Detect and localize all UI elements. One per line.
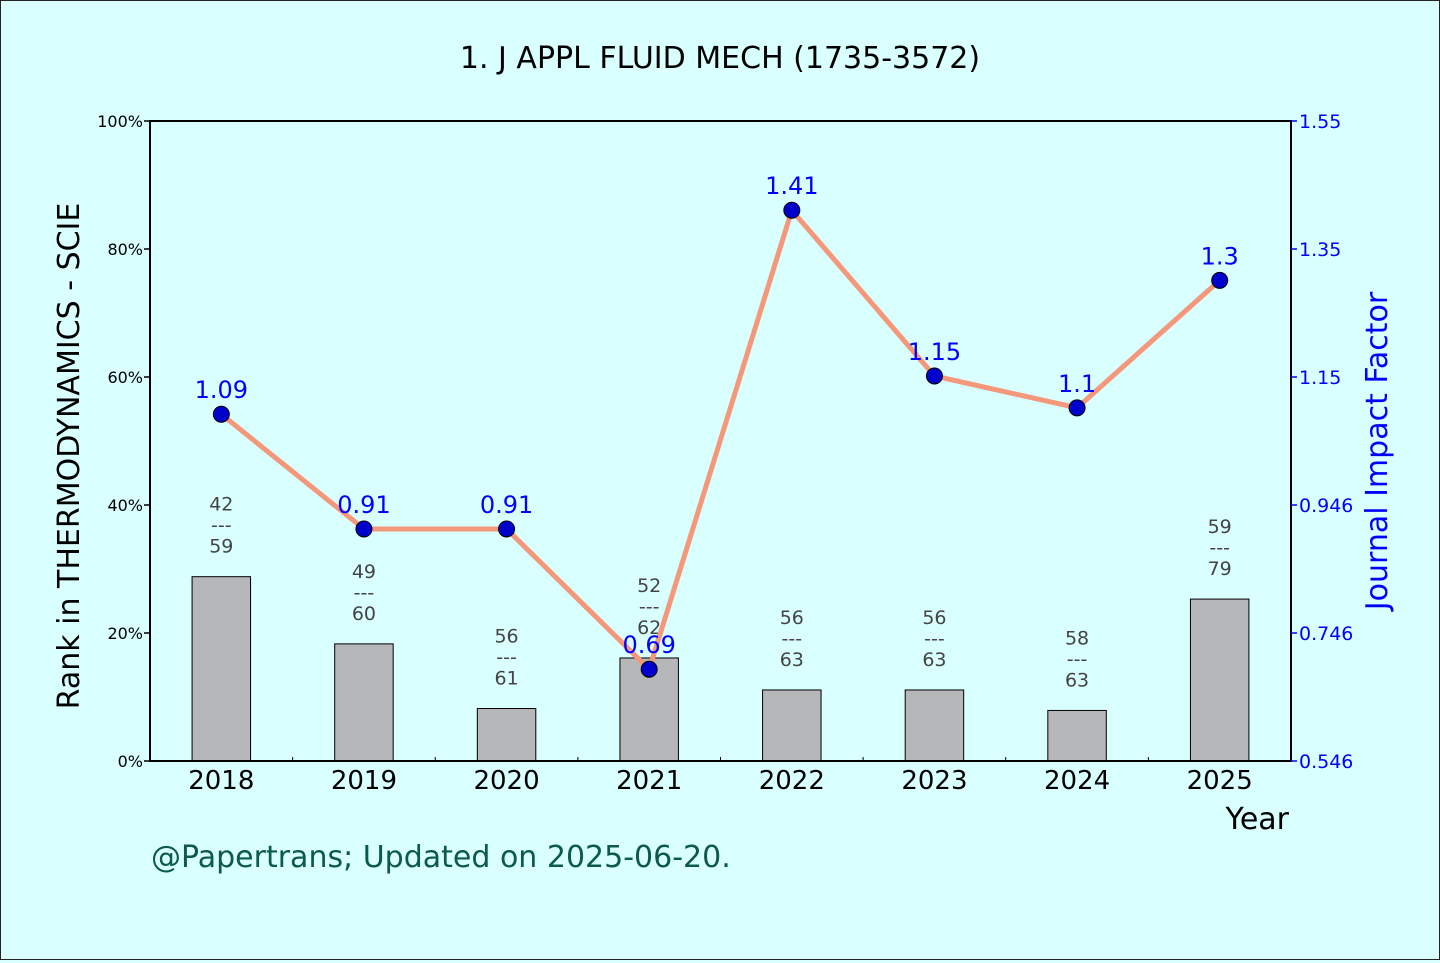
jif-label-2021: 0.69 [622, 631, 675, 659]
rank-total-2025: 79 [1208, 558, 1232, 580]
y-tick-label-0: 0% [118, 752, 143, 771]
y-tick-label-4: 80% [107, 240, 143, 259]
rank-bar-2022 [762, 689, 822, 762]
y-tick-label-5: 100% [97, 112, 143, 131]
line-layer: 1.09 0.91 0.91 0.69 1.41 1.15 1.1 1.3 [195, 172, 1239, 678]
x-tick-label-2019: 2019 [331, 766, 397, 796]
y2-tick-label-4: 1.35 [1299, 239, 1341, 261]
rank-divider-2021: --- [639, 596, 660, 618]
jif-point-2022 [783, 201, 801, 219]
y2-tick-label-1: 0.746 [1299, 623, 1353, 645]
rank-label-2023: 56 [922, 607, 946, 629]
rank-label-2019: 49 [352, 561, 376, 583]
rank-bar-2024 [1047, 709, 1107, 762]
rank-bar-2018 [191, 576, 252, 762]
rank-divider-2024: --- [1067, 648, 1088, 670]
footer-text: @Papertrans; Updated on 2025-06-20. [151, 840, 731, 875]
x-tick-label-2025: 2025 [1187, 766, 1253, 796]
y-tick-label-3: 60% [107, 368, 143, 387]
rank-total-2020: 61 [494, 668, 518, 690]
jif-point-2021 [640, 660, 658, 678]
y2-axis-label: Journal Impact Factor [1360, 291, 1395, 612]
jif-line [218, 207, 1223, 672]
y2-tick-label-3: 1.15 [1299, 367, 1341, 389]
rank-total-2019: 60 [352, 603, 376, 625]
jif-label-2020: 0.91 [480, 491, 533, 519]
jif-label-2018: 1.09 [195, 376, 248, 404]
y2-tick-label-0: 0.546 [1299, 751, 1353, 773]
x-tick-label-2022: 2022 [759, 766, 825, 796]
rank-label-2021: 52 [637, 575, 661, 597]
rank-label-2018: 42 [209, 494, 233, 516]
y2-tick-label-2: 0.946 [1299, 495, 1353, 517]
jif-label-2019: 0.91 [337, 491, 390, 519]
rank-divider-2019: --- [354, 582, 375, 604]
rank-bar-2020 [476, 708, 537, 762]
jif-point-2024 [1068, 399, 1086, 417]
chart-title: 1. J APPL FLUID MECH (1735-3572) [460, 41, 980, 76]
jif-label-2024: 1.1 [1058, 370, 1096, 398]
x-tick-label-2020: 2020 [473, 766, 539, 796]
jif-label-2023: 1.15 [908, 338, 961, 366]
jif-point-2023 [925, 367, 943, 385]
jif-point-2025 [1211, 271, 1229, 289]
rank-divider-2023: --- [924, 628, 945, 650]
x-tick-label-2018: 2018 [188, 766, 254, 796]
y-tick-label-1: 20% [107, 624, 143, 643]
rank-bar-2019 [334, 643, 394, 762]
rank-label-2024: 58 [1065, 627, 1089, 649]
rank-divider-2020: --- [496, 647, 517, 669]
jif-label-2025: 1.3 [1201, 242, 1239, 270]
rank-label-2022: 56 [780, 607, 804, 629]
jif-point-2018 [212, 405, 230, 423]
rank-label-2025: 59 [1208, 516, 1232, 538]
jif-point-2019 [355, 520, 373, 538]
x-tick-label-2021: 2021 [616, 766, 682, 796]
rank-total-2021: 62 [637, 617, 661, 639]
rank-total-2018: 59 [209, 536, 233, 558]
rank-total-2022: 63 [780, 649, 804, 671]
rank-label-2020: 56 [494, 626, 518, 648]
y2-tick-label-5: 1.55 [1299, 111, 1341, 133]
rank-divider-2018: --- [211, 515, 232, 537]
jif-point-2020 [498, 520, 516, 538]
axes-layer: 0% 20% 40% 60% 80% 100% 0.546 0.746 0.946 1.15 1.3… [97, 111, 1353, 796]
y-tick-label-2: 40% [107, 496, 143, 515]
x-axis-label: Year [1224, 802, 1289, 837]
x-tick-label-2023: 2023 [901, 766, 967, 796]
rank-total-2023: 63 [922, 649, 946, 671]
rank-divider-2022: --- [782, 628, 803, 650]
y-axis-label: Rank in THERMODYNAMICS - SCIE [52, 203, 87, 710]
x-tick-label-2024: 2024 [1044, 766, 1110, 796]
rank-bar-2023 [904, 689, 965, 762]
rank-total-2024: 63 [1065, 669, 1089, 691]
jif-label-2022: 1.41 [765, 172, 818, 200]
rank-bar-2025 [1189, 598, 1250, 762]
rank-divider-2025: --- [1209, 537, 1230, 559]
